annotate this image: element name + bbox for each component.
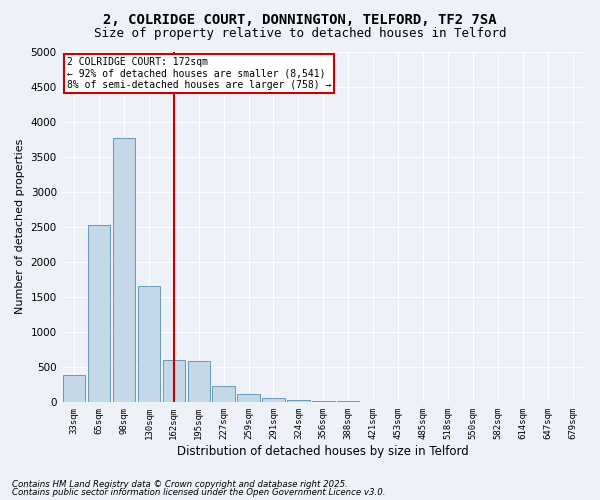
Bar <box>212 386 235 402</box>
Y-axis label: Number of detached properties: Number of detached properties <box>15 139 25 314</box>
Bar <box>88 224 110 402</box>
Text: 2, COLRIDGE COURT, DONNINGTON, TELFORD, TF2 7SA: 2, COLRIDGE COURT, DONNINGTON, TELFORD, … <box>103 12 497 26</box>
Text: Contains HM Land Registry data © Crown copyright and database right 2025.: Contains HM Land Registry data © Crown c… <box>12 480 348 489</box>
Bar <box>188 361 210 402</box>
Bar <box>137 286 160 402</box>
Bar <box>238 394 260 402</box>
X-axis label: Distribution of detached houses by size in Telford: Distribution of detached houses by size … <box>178 444 469 458</box>
Bar <box>63 375 85 402</box>
Bar <box>287 400 310 402</box>
Text: Size of property relative to detached houses in Telford: Size of property relative to detached ho… <box>94 28 506 40</box>
Bar <box>312 401 335 402</box>
Bar <box>113 138 135 402</box>
Bar <box>163 360 185 402</box>
Text: 2 COLRIDGE COURT: 172sqm
← 92% of detached houses are smaller (8,541)
8% of semi: 2 COLRIDGE COURT: 172sqm ← 92% of detach… <box>67 57 331 90</box>
Text: Contains public sector information licensed under the Open Government Licence v3: Contains public sector information licen… <box>12 488 386 497</box>
Bar <box>262 398 285 402</box>
